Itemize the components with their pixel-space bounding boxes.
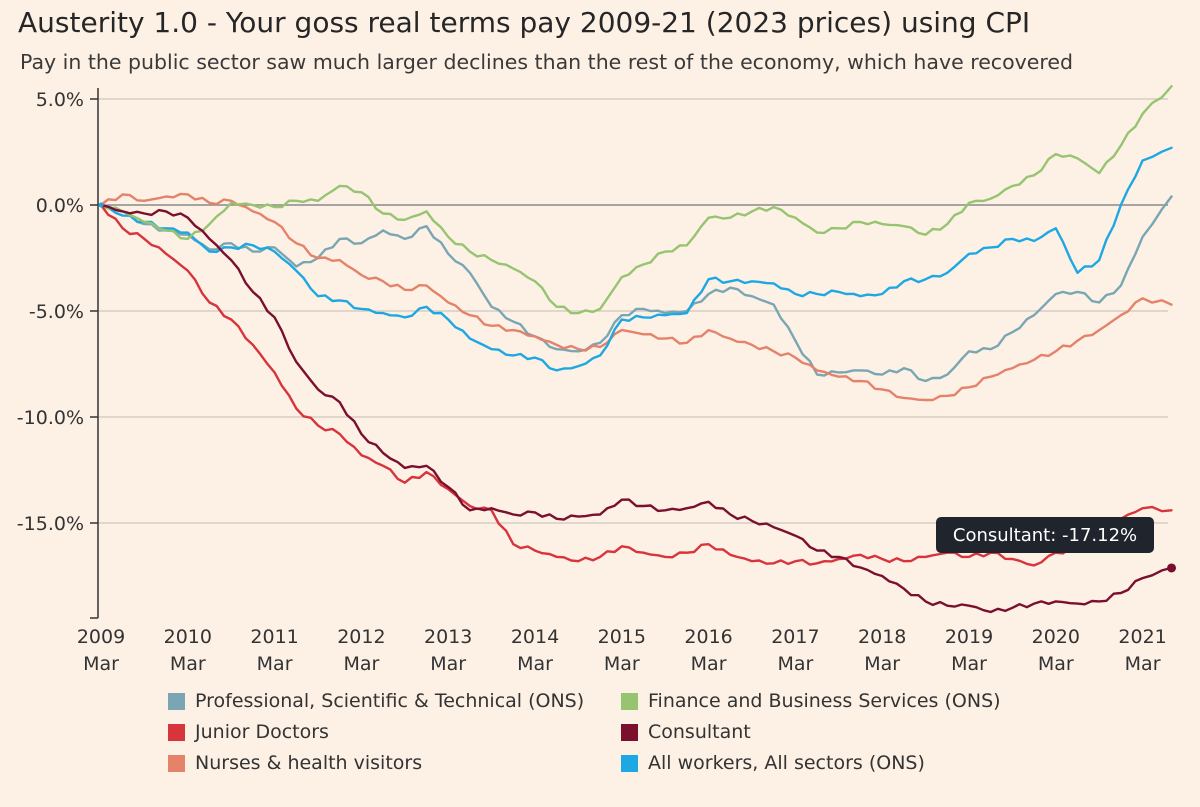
y-tick-label: -5.0% (29, 301, 84, 323)
legend-swatch (168, 723, 185, 741)
x-tick-year: 2014 (511, 626, 559, 648)
y-tick-label: 0.0% (36, 195, 84, 217)
line-chart: 5.0% 0.0% -5.0% -10.0% -15.0% 2009 Mar 2010 Mar… (17, 85, 1177, 675)
legend-item[interactable]: Junior Doctors (168, 719, 329, 745)
x-tick-month: Mar (343, 653, 379, 675)
y-tick-label: -15.0% (17, 513, 84, 535)
series-line-consultant (99, 203, 1173, 614)
x-tick-year: 2009 (77, 626, 125, 648)
x-tick-year: 2021 (1118, 626, 1166, 648)
legend-label: Professional, Scientific & Technical (ON… (195, 690, 585, 712)
legend-swatch (621, 692, 638, 710)
x-tick-month: Mar (430, 653, 466, 675)
tooltip-label: Consultant: -17.12% (953, 525, 1137, 546)
series-line-nurses-health-visitors (99, 192, 1173, 402)
x-tick-month: Mar (517, 653, 553, 675)
x-tick-month: Mar (951, 653, 987, 675)
x-tick-year: 2015 (598, 626, 646, 648)
legend-item[interactable]: Nurses & health visitors (168, 750, 422, 776)
x-tick-year: 2018 (858, 626, 906, 648)
x-tick-year: 2011 (250, 626, 298, 648)
legend-swatch (621, 754, 638, 772)
legend-item[interactable]: Consultant (621, 719, 751, 745)
x-tick-year: 2016 (684, 626, 732, 648)
tooltip-box (936, 517, 1154, 553)
legend-swatch (621, 723, 638, 741)
x-tick-month: Mar (257, 653, 293, 675)
series-line-professional-scientific-technical-ons (99, 195, 1173, 383)
chart-subtitle: Pay in the public sector saw much larger… (20, 50, 1073, 74)
legend-label: Consultant (648, 721, 751, 743)
legend-label: All workers, All sectors (ONS) (648, 752, 925, 774)
x-tick-month: Mar (1038, 653, 1074, 675)
y-axis: 5.0% 0.0% -5.0% -10.0% -15.0% (17, 88, 99, 619)
x-tick-month: Mar (170, 653, 206, 675)
x-tick-year: 2019 (945, 626, 993, 648)
x-tick-month: Mar (777, 653, 813, 675)
x-tick-month: Mar (1125, 653, 1161, 675)
chart-legend: Professional, Scientific & Technical (ON… (168, 688, 1068, 788)
legend-swatch (168, 692, 185, 710)
chart-title: Austerity 1.0 - Your goss real terms pay… (18, 6, 1031, 39)
legend-label: Finance and Business Services (ONS) (648, 690, 1001, 712)
legend-label: Nurses & health visitors (195, 752, 423, 774)
legend-item[interactable]: Finance and Business Services (ONS) (621, 688, 1001, 714)
legend-swatch (168, 754, 185, 772)
series-line-finance-and-business-services-ons (99, 85, 1173, 315)
x-tick-year: 2013 (424, 626, 472, 648)
y-tick-label: 5.0% (36, 89, 84, 111)
x-tick-year: 2012 (337, 626, 385, 648)
x-tick-year: 2017 (771, 626, 819, 648)
legend-label: Junior Doctors (195, 721, 329, 743)
tooltip-point[interactable] (1167, 563, 1177, 573)
x-tick-month: Mar (83, 653, 119, 675)
y-tick-label: -10.0% (17, 407, 84, 429)
x-tick-month: Mar (691, 653, 727, 675)
series-lines (98, 85, 1173, 614)
legend-item[interactable]: All workers, All sectors (ONS) (621, 750, 925, 776)
legend-item[interactable]: Professional, Scientific & Technical (ON… (168, 688, 584, 714)
hover-tooltip: Consultant: -17.12% (936, 517, 1177, 573)
x-axis: 2009 Mar 2010 Mar 2011 Mar 2012 Mar 2013 Mar 2014 M… (77, 626, 1167, 675)
series-line-all-workers-all-sectors-ons (99, 146, 1173, 372)
origin-point (98, 202, 104, 208)
x-tick-year: 2020 (1032, 626, 1080, 648)
series-line-junior-doctors (99, 203, 1173, 567)
x-tick-year: 2010 (164, 626, 212, 648)
x-tick-month: Mar (604, 653, 640, 675)
x-tick-month: Mar (864, 653, 900, 675)
